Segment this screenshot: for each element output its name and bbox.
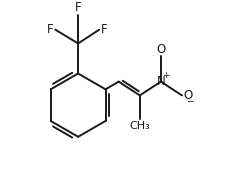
Text: −: − (185, 97, 193, 106)
Text: F: F (100, 23, 107, 36)
Text: F: F (74, 1, 81, 14)
Text: +: + (162, 71, 169, 80)
Text: F: F (47, 23, 54, 36)
Text: O: O (155, 43, 165, 56)
Text: O: O (183, 89, 192, 102)
Text: CH₃: CH₃ (129, 121, 149, 131)
Text: N: N (156, 75, 164, 88)
